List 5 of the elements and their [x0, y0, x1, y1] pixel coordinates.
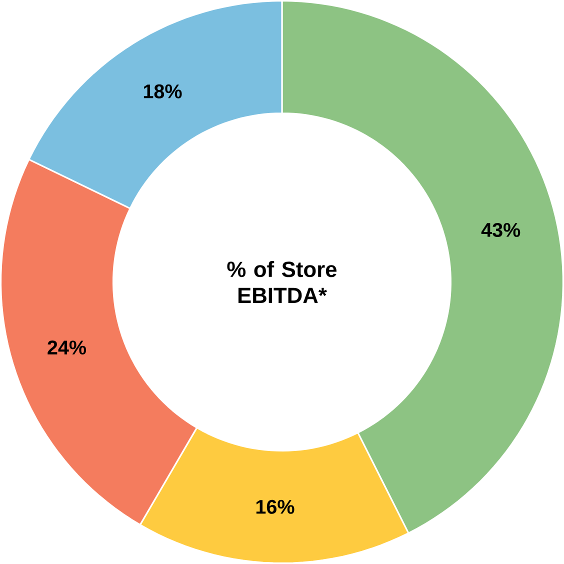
- data-label: 18%: [144, 84, 182, 98]
- data-label: 16%: [256, 500, 294, 514]
- text: % of Store EBITDA*: [227, 261, 337, 303]
- data-label: 43%: [481, 222, 520, 238]
- data-label: 24%: [48, 340, 86, 354]
